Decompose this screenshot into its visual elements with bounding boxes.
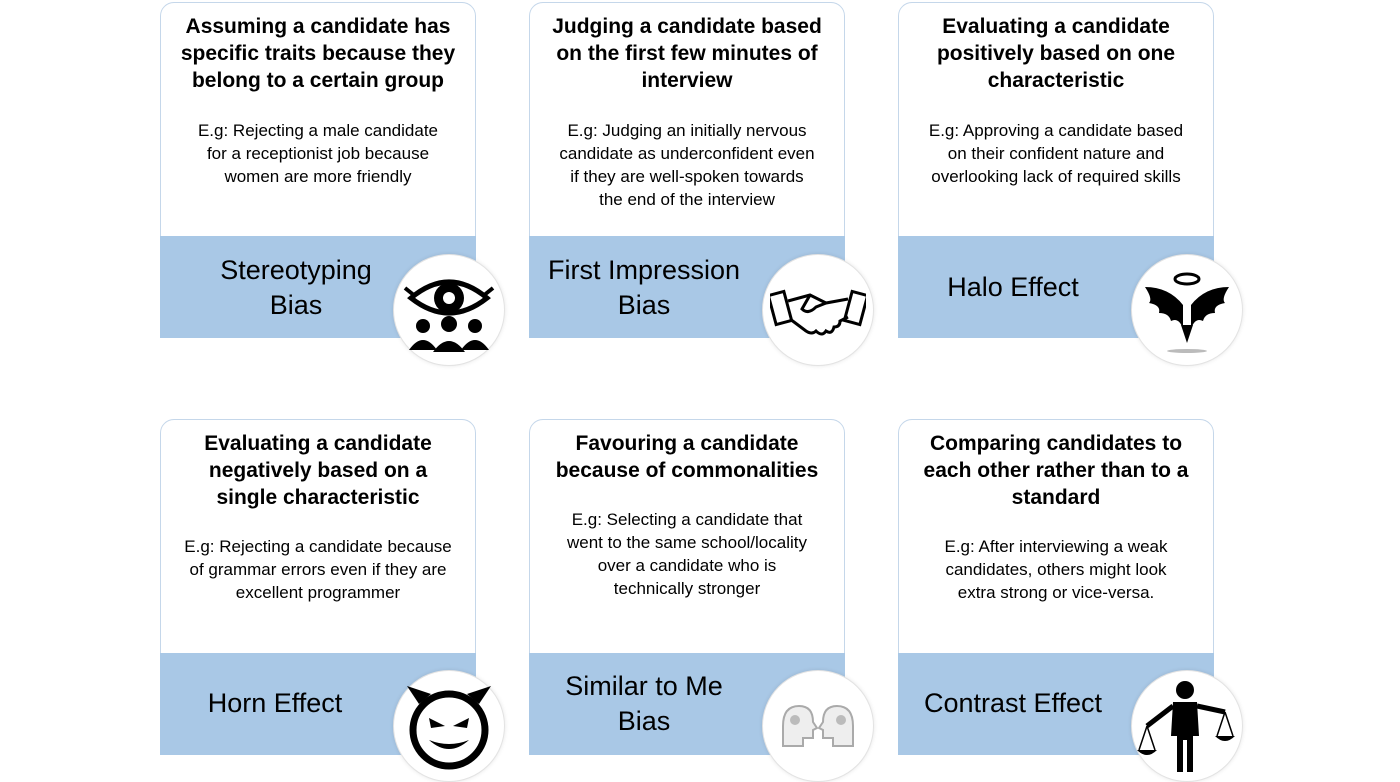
card-example: E.g: Judging an initially nervous candid… [559, 121, 815, 209]
card-heading: Favouring a candidate because of commona… [555, 432, 819, 482]
bias-name: First Impression Bias [547, 255, 741, 320]
person-scales-icon [1131, 670, 1243, 782]
bias-name: Contrast Effect [923, 688, 1103, 718]
card-example: E.g: Selecting a candidate that went to … [566, 510, 807, 598]
card-heading: Comparing candidates to each other rathe… [923, 432, 1189, 509]
card-heading: Evaluating a candidate positively based … [936, 15, 1176, 92]
card-example: E.g: Rejecting a male candidate for a re… [197, 121, 439, 186]
card-example: E.g: Rejecting a candidate because of gr… [184, 537, 452, 602]
card-heading: Evaluating a candidate negatively based … [204, 432, 432, 509]
card-contrast-effect: Comparing candidates to each other rathe… [898, 419, 1214, 755]
handshake-icon [762, 254, 874, 366]
bias-name: Stereotyping Bias [220, 255, 372, 320]
bias-name: Similar to Me Bias [565, 671, 723, 736]
card-example: E.g: Approving a candidate based on thei… [928, 121, 1184, 186]
card-heading: Assuming a candidate has specific traits… [180, 15, 456, 92]
devil-face-icon [393, 670, 505, 782]
eye-crowd-icon [393, 254, 505, 366]
angel-wings-icon [1131, 254, 1243, 366]
card-heading: Judging a candidate based on the first f… [552, 15, 822, 92]
card-similar-to-me-bias: Favouring a candidate because of commona… [529, 419, 845, 755]
card-example: E.g: After interviewing a weak candidate… [944, 537, 1168, 602]
two-heads-icon [762, 670, 874, 782]
bias-name: Horn Effect [207, 688, 343, 718]
bias-name: Halo Effect [947, 272, 1079, 302]
